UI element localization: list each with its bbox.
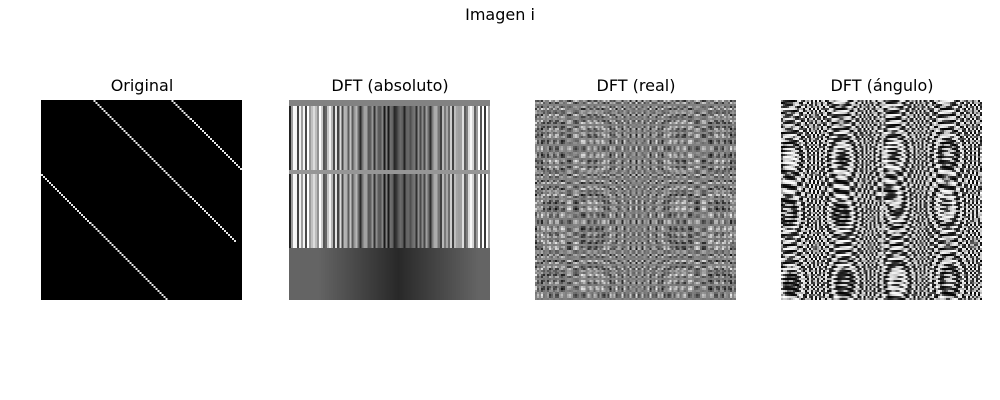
dft-absolute-image xyxy=(289,100,490,300)
figure-title: Imagen i xyxy=(465,5,535,24)
panel-title-dft-absolute: DFT (absoluto) xyxy=(331,76,449,95)
panel-title-dft-real: DFT (real) xyxy=(596,76,676,95)
panel-title-original: Original xyxy=(110,76,174,95)
original-image xyxy=(41,100,242,300)
panel-title-dft-angle: DFT (ángulo) xyxy=(830,76,934,95)
dft-angle-image xyxy=(781,100,982,300)
dft-real-image xyxy=(535,100,736,300)
